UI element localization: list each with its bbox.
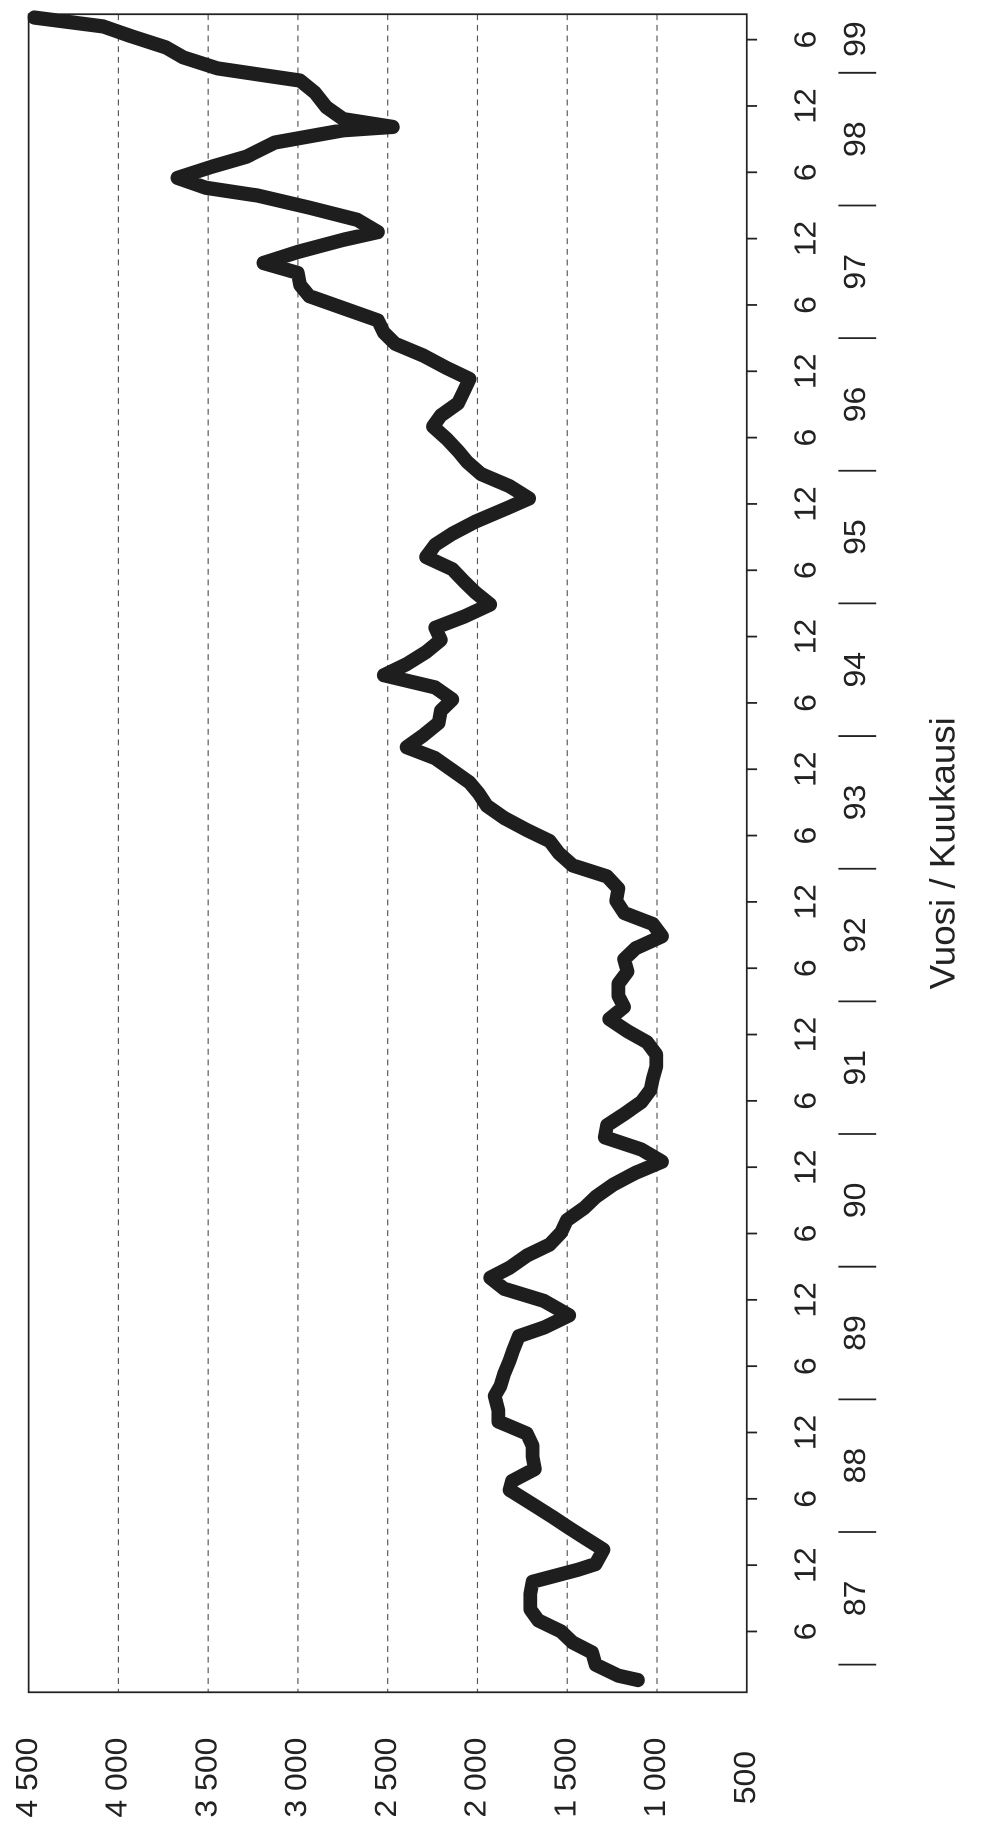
x-tick-label: 6 bbox=[788, 429, 822, 447]
x-tick-label: 6 bbox=[788, 296, 822, 314]
x-tick-label: 12 bbox=[788, 353, 822, 389]
x-tick-label: 12 bbox=[788, 1415, 822, 1451]
x-tick-label: 6 bbox=[788, 163, 822, 181]
x-tick-label: 12 bbox=[788, 221, 822, 257]
y-tick-label: 4 000 bbox=[99, 1738, 133, 1818]
y-tick-label: 1 500 bbox=[548, 1738, 582, 1818]
x-tick-label: 6 bbox=[788, 561, 822, 579]
year-label: 88 bbox=[837, 1448, 871, 1484]
year-label: 99 bbox=[837, 21, 871, 57]
x-tick-label: 6 bbox=[788, 31, 822, 49]
y-tick-label: 2 500 bbox=[368, 1738, 402, 1818]
data-line bbox=[27, 10, 669, 1688]
x-tick-label: 6 bbox=[788, 1490, 822, 1508]
year-label: 95 bbox=[837, 519, 871, 555]
x-tick-label: 6 bbox=[788, 959, 822, 977]
x-tick-label: 12 bbox=[788, 884, 822, 920]
year-label: 97 bbox=[837, 254, 871, 290]
x-tick-label: 12 bbox=[788, 88, 822, 124]
x-tick-label: 12 bbox=[788, 751, 822, 787]
year-label: 92 bbox=[837, 917, 871, 953]
x-tick-label: 12 bbox=[788, 486, 822, 522]
plot-frame bbox=[27, 13, 748, 1694]
x-tick-label: 6 bbox=[788, 1623, 822, 1641]
x-tick-label: 12 bbox=[788, 1149, 822, 1185]
year-label: 90 bbox=[837, 1183, 871, 1219]
axis-label: Vuosi / Kuukausi bbox=[922, 717, 962, 989]
y-tick-label: 3 000 bbox=[279, 1738, 313, 1818]
x-tick-label: 6 bbox=[788, 694, 822, 712]
year-label: 87 bbox=[837, 1581, 871, 1617]
y-tick-label: 2 000 bbox=[458, 1738, 492, 1818]
y-tick-label: 1 000 bbox=[638, 1738, 672, 1818]
x-tick-label: 6 bbox=[788, 1092, 822, 1110]
x-tick-label: 6 bbox=[788, 827, 822, 845]
x-tick-label: 6 bbox=[788, 1357, 822, 1375]
x-tick-label: 12 bbox=[788, 1282, 822, 1318]
year-label: 89 bbox=[837, 1315, 871, 1351]
y-tick-label: 3 500 bbox=[189, 1738, 223, 1818]
year-label: 94 bbox=[837, 652, 871, 688]
year-label: 96 bbox=[837, 387, 871, 423]
y-tick-label: 500 bbox=[727, 1751, 761, 1804]
x-tick-label: 12 bbox=[788, 619, 822, 655]
year-label: 91 bbox=[837, 1050, 871, 1086]
x-tick-label: 12 bbox=[788, 1547, 822, 1583]
year-label: 98 bbox=[837, 121, 871, 157]
x-tick-label: 12 bbox=[788, 1017, 822, 1053]
x-tick-label: 6 bbox=[788, 1225, 822, 1243]
year-label: 93 bbox=[837, 785, 871, 821]
y-tick-label: 4 500 bbox=[9, 1738, 43, 1818]
